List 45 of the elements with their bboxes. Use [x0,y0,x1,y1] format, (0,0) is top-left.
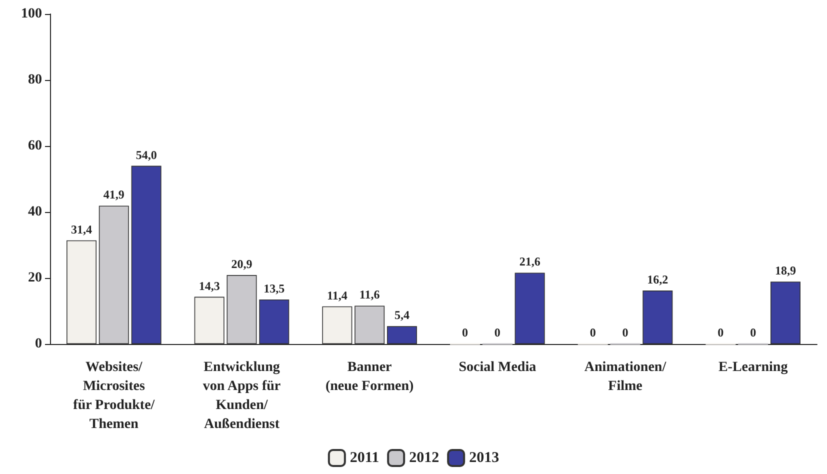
bar [259,299,290,344]
y-tick-label: 20 [28,270,42,286]
data-label: 41,9 [103,188,124,202]
bar [322,306,352,344]
data-label: 0 [494,325,500,340]
data-label: 20,9 [231,257,252,272]
data-label: 5,4 [394,308,410,322]
legend-label: 2013 [469,450,500,466]
y-tick-label: 100 [21,6,42,22]
bar [98,206,129,344]
data-label: 0 [590,325,596,340]
y-tick-label: 80 [28,72,42,88]
bar [66,240,97,344]
data-label: 0 [622,325,628,340]
x-tick-label: E-Learning [718,360,788,375]
data-label: 31,4 [71,222,92,236]
data-label: 13,5 [264,281,285,296]
bar [194,296,224,344]
data-label: 16,2 [647,272,668,287]
y-tick-label: 0 [35,336,42,352]
x-tick-label: Websites/ Microsites für Produkte/ Themen [73,360,156,432]
data-label: 18,9 [774,264,796,278]
y-tick-label: 60 [28,138,42,154]
x-tick-label: Animationen/ Filme [584,360,668,394]
bar [770,282,800,344]
data-label: 21,6 [519,254,540,269]
data-label: 11,6 [359,288,380,302]
bar [131,166,162,344]
data-label: 14,3 [198,278,220,293]
data-label: 0 [750,325,756,340]
data-label: 0 [718,325,724,340]
x-tick-label: Entwicklung von Apps für Kunden/ Außendienst [202,360,281,432]
bar [514,272,545,344]
bar [354,306,385,344]
data-label: 54,0 [136,148,157,162]
legend-label: 2012 [409,450,440,466]
bar [226,275,257,344]
x-tick-label: Banner (neue Formen) [325,360,414,394]
data-label: 0 [462,325,468,340]
bar [642,290,673,344]
bar [386,326,417,344]
y-tick-label: 40 [28,204,42,220]
legend-label: 2011 [350,450,380,466]
x-tick-label: Social Media [458,360,536,375]
data-label: 11,4 [327,288,348,302]
